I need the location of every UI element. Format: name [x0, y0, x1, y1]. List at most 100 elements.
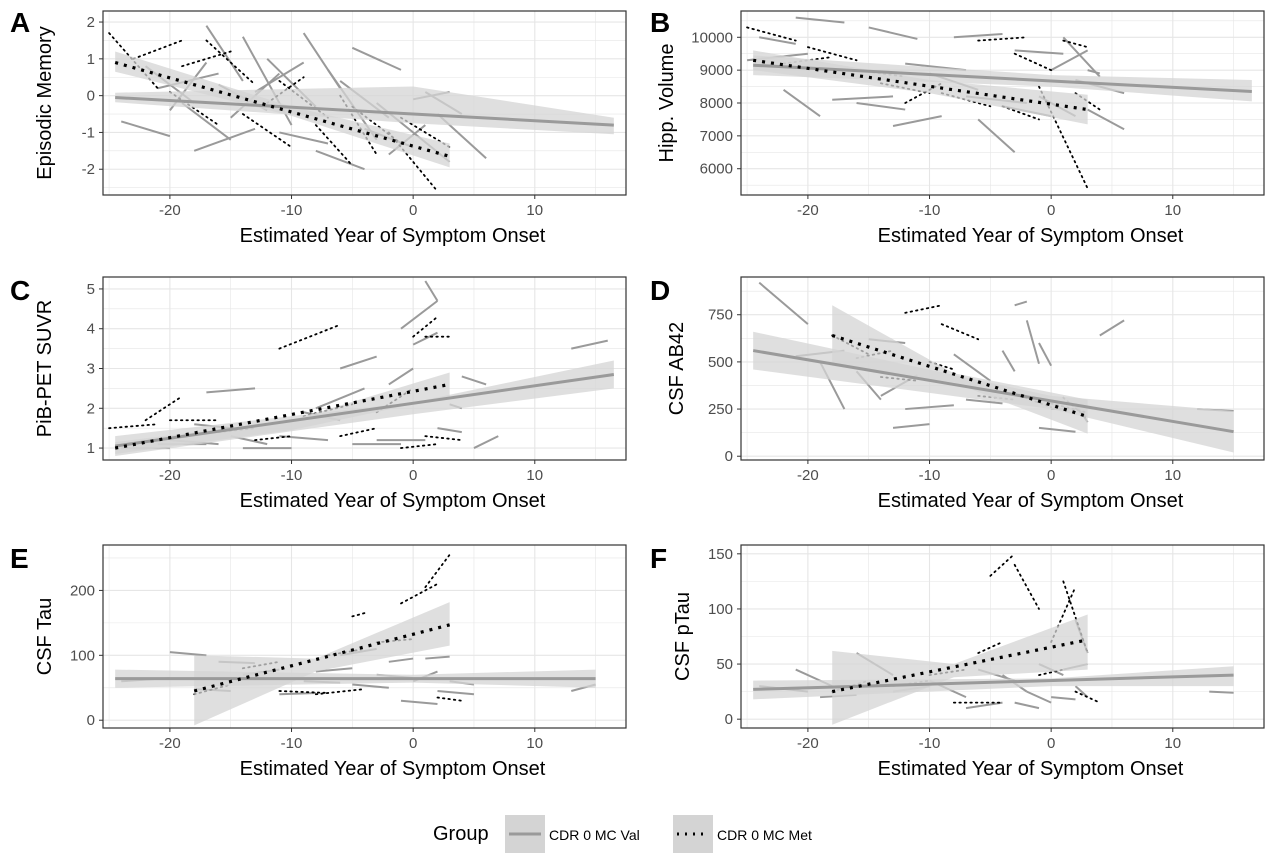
plot-border [102, 544, 627, 729]
panel-b: -20 -10 0 10 6000 7000 8000 9000 10000 Estimated … [650, 7, 1265, 247]
x-axis-label: Estimated Year of Symptom Onset [240, 758, 546, 780]
plot-background [103, 545, 626, 728]
met-fit-line [114, 60, 451, 158]
met-trajectory [1062, 580, 1089, 654]
gridlines [741, 11, 1264, 195]
val-trajectory [388, 367, 414, 386]
y-tick-label: 10000 [691, 29, 733, 46]
val-trajectory [437, 427, 462, 434]
val-trajectory [795, 16, 845, 24]
val-fit-line [752, 349, 1234, 434]
y-tick-label: 2 [87, 400, 95, 417]
y-tick-label: 8000 [700, 95, 733, 112]
y-tick-label: 1 [87, 440, 95, 457]
y-axis-label: CSF pTau [672, 592, 694, 681]
x-tick-label: -10 [919, 202, 941, 219]
y-tick-label: 0 [87, 88, 95, 105]
met-trajectory [132, 39, 183, 60]
y-tick-label: -2 [82, 161, 95, 178]
met-trajectory [1050, 585, 1077, 643]
val-trajectory [1014, 300, 1028, 307]
val-trajectory [1014, 701, 1040, 710]
y-tick-label: 150 [708, 546, 733, 563]
val-fit-line [115, 95, 614, 127]
val-trajectory [352, 683, 389, 689]
met-trajectory [904, 304, 943, 314]
met-trajectory [241, 113, 293, 149]
val-trajectory [351, 46, 402, 71]
met-trajectory [412, 315, 439, 338]
met-trajectory [1013, 52, 1053, 72]
y-tick-label: 0 [725, 448, 733, 465]
val-trajectory [1014, 49, 1064, 55]
val-trajectory [254, 61, 305, 93]
y-tick-label: 50 [716, 656, 733, 673]
met-trajectory [278, 323, 342, 350]
val-trajectory [892, 115, 942, 127]
y-tick-label: 4 [87, 321, 95, 338]
val-trajectory [1087, 108, 1125, 131]
x-tick-label: 0 [409, 202, 417, 219]
y-tick-label: 2 [87, 14, 95, 31]
x-tick-label: 0 [1047, 202, 1055, 219]
x-tick-label: -10 [281, 467, 303, 484]
val-trajectory [977, 118, 1016, 154]
val-trajectory [571, 339, 608, 350]
met-trajectory [314, 688, 366, 696]
val-trajectory [892, 423, 930, 429]
gridlines [103, 545, 626, 728]
plot-border [740, 544, 1265, 729]
panel-label: E [10, 543, 29, 574]
x-tick-label: -20 [797, 735, 819, 752]
x-tick-label: 10 [1164, 202, 1181, 219]
x-tick-label: 10 [526, 735, 543, 752]
y-tick-label: -1 [82, 124, 95, 141]
val-trajectory [388, 657, 414, 663]
val-fit-line [753, 63, 1252, 93]
met-trajectory [278, 690, 329, 694]
val-trajectory [1062, 36, 1101, 78]
y-tick-label: 1 [87, 51, 95, 68]
val-fit-line [753, 673, 1234, 691]
val-trajectory [1025, 320, 1040, 365]
val-trajectory [315, 667, 353, 673]
x-tick-label: 10 [526, 467, 543, 484]
val-trajectory [473, 435, 499, 449]
met-trajectory [205, 39, 256, 86]
val-trajectory [868, 26, 918, 40]
y-tick-label: 500 [708, 354, 733, 371]
met-trajectory [254, 435, 293, 442]
x-tick-label: 10 [1164, 467, 1181, 484]
val-trajectory [1051, 696, 1076, 701]
x-tick-label: 0 [409, 467, 417, 484]
val-trajectory [1209, 690, 1234, 694]
val-trajectory [315, 149, 365, 171]
legend: Group CDR 0 MC Val CDR 0 MC Met [433, 815, 812, 853]
x-axis-label: Estimated Year of Symptom Onset [878, 490, 1184, 512]
met-trajectory [989, 552, 1016, 577]
y-tick-label: 9000 [700, 62, 733, 79]
val-trajectory [425, 655, 450, 660]
x-axis-label: Estimated Year of Symptom Onset [878, 225, 1184, 247]
met-fit-line [114, 382, 450, 450]
val-trajectory [1026, 690, 1052, 704]
val-fit-line [114, 372, 615, 448]
met-trajectory [144, 395, 183, 422]
y-axis-label: Episodic Memory [34, 26, 56, 179]
val-trajectory [437, 690, 475, 696]
y-tick-label: 250 [708, 401, 733, 418]
val-trajectory [1050, 49, 1089, 72]
val-trajectory [1038, 342, 1053, 367]
y-tick-label: 3 [87, 361, 95, 378]
val-trajectory [1087, 69, 1101, 75]
y-tick-label: 7000 [700, 128, 733, 145]
panel-label: F [650, 543, 667, 574]
met-trajectory [1074, 690, 1101, 704]
met-trajectory [424, 435, 463, 442]
y-tick-label: 100 [70, 647, 95, 664]
y-axis-label: PiB-PET SUVR [34, 300, 56, 437]
val-trajectory [181, 102, 232, 141]
